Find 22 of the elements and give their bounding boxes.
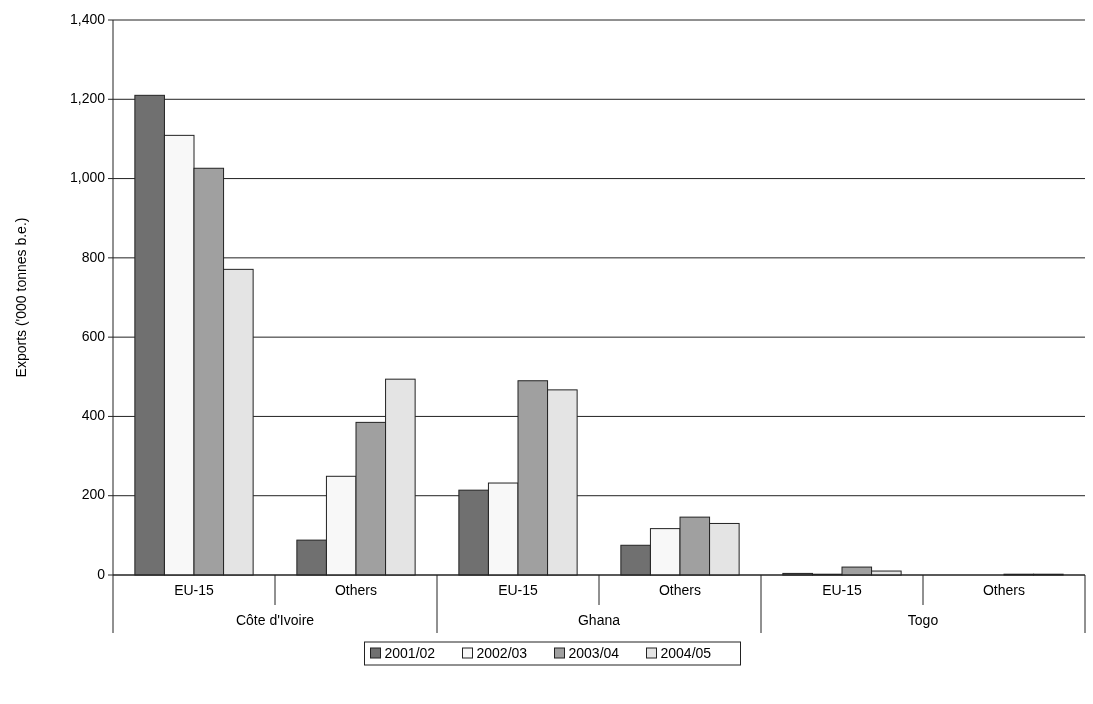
x-tick-label: Others — [982, 581, 1026, 598]
y-tick-label: 200 — [81, 486, 106, 503]
x-tick-label: EU-15 — [174, 581, 215, 598]
x-tick-label: EU-15 — [498, 581, 539, 598]
x-tick-label: EU-15 — [822, 581, 863, 598]
x-tick-label: Others — [658, 581, 702, 598]
y-tick-label: 800 — [81, 248, 106, 265]
y-tick-label: 1,000 — [69, 169, 106, 186]
y-tick-label: 600 — [81, 327, 106, 344]
legend-label: 2001/02 — [384, 644, 436, 661]
legend-label: 2003/04 — [568, 644, 620, 661]
y-axis-title: Exports ('000 tonnes b.e.) — [12, 217, 29, 378]
legend-label: 2002/03 — [476, 644, 528, 661]
text: Côte d'Ivoire — [235, 611, 315, 628]
y-tick-label: 1,200 — [69, 89, 106, 106]
x-tick-label: Others — [334, 581, 378, 598]
text: Togo — [907, 611, 939, 628]
legend-label: 2004/05 — [660, 644, 712, 661]
y-tick-label: 1,400 — [69, 10, 106, 27]
y-tick-label: 0 — [97, 565, 106, 582]
y-tick-label: 400 — [81, 407, 106, 424]
text: Ghana — [577, 611, 621, 628]
